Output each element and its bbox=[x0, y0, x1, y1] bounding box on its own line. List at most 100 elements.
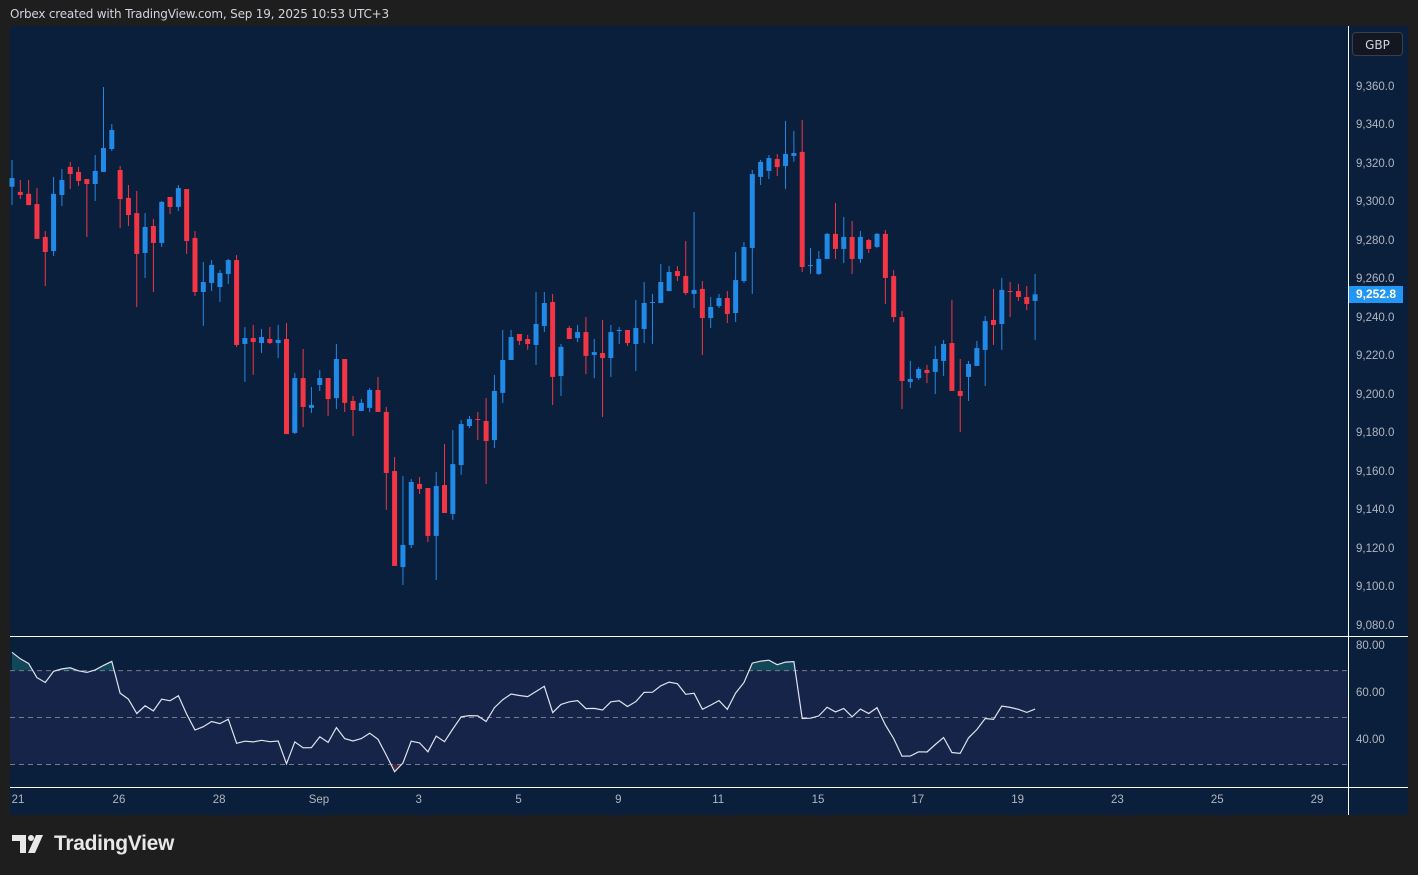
candle-down bbox=[949, 299, 955, 391]
candle-down bbox=[342, 359, 348, 412]
time-tick-label: Sep bbox=[308, 794, 330, 806]
candle-body bbox=[125, 197, 131, 216]
candle-up bbox=[783, 120, 789, 190]
candle-body bbox=[17, 191, 23, 196]
candle-up bbox=[666, 266, 672, 292]
candle-down bbox=[425, 487, 431, 543]
candle-down bbox=[34, 188, 40, 239]
candle-body bbox=[990, 319, 996, 325]
candle-body bbox=[51, 193, 57, 252]
candle-down bbox=[250, 324, 256, 375]
candle-body bbox=[59, 179, 65, 196]
candle-down bbox=[525, 334, 531, 350]
candle-down bbox=[300, 348, 306, 427]
candle-body bbox=[34, 204, 40, 239]
candle-body bbox=[658, 282, 664, 303]
candle-up bbox=[491, 374, 497, 448]
candle-up bbox=[109, 123, 115, 151]
candle-down bbox=[167, 196, 173, 215]
price-tick-label: 9,080.0 bbox=[1356, 619, 1395, 632]
candle-body bbox=[591, 352, 597, 355]
candle-body bbox=[741, 246, 747, 282]
candle-down bbox=[550, 293, 556, 406]
candle-down bbox=[683, 241, 689, 296]
candle-body bbox=[799, 151, 805, 267]
candle-body bbox=[625, 329, 631, 344]
candles-layer bbox=[9, 87, 1038, 585]
candle-body bbox=[292, 378, 298, 433]
rsi-tick-label: 60.00 bbox=[1356, 687, 1385, 700]
candle-up bbox=[733, 251, 739, 323]
candle-up bbox=[175, 184, 181, 211]
candle-body bbox=[433, 486, 439, 536]
candle-up bbox=[966, 360, 972, 401]
candle-body bbox=[1024, 297, 1030, 304]
candle-up bbox=[658, 263, 664, 303]
candle-down bbox=[882, 230, 888, 304]
time-tick-label: 9 bbox=[615, 794, 622, 806]
candle-body bbox=[466, 419, 472, 426]
candle-up bbox=[400, 476, 406, 585]
time-tick-label: 11 bbox=[712, 794, 725, 806]
candle-body bbox=[816, 258, 822, 274]
candle-down bbox=[832, 202, 838, 259]
candle-up bbox=[649, 293, 655, 344]
candle-up bbox=[824, 232, 830, 259]
candle-body bbox=[758, 161, 764, 177]
rsi-overbought-fill bbox=[11, 652, 1036, 671]
candle-down bbox=[84, 179, 90, 237]
price-tick-label: 9,100.0 bbox=[1356, 581, 1395, 594]
candle-down bbox=[724, 291, 730, 324]
candle-up bbox=[92, 154, 98, 201]
candle-body bbox=[9, 178, 15, 187]
candle-down bbox=[134, 190, 140, 308]
candle-up bbox=[758, 159, 764, 185]
candle-body bbox=[550, 302, 556, 377]
candle-body bbox=[699, 288, 705, 319]
candle-up bbox=[575, 324, 581, 343]
candle-up bbox=[317, 369, 323, 391]
candle-up bbox=[458, 420, 464, 475]
candle-up bbox=[932, 345, 938, 395]
candle-body bbox=[674, 271, 680, 277]
time-tick-label: 29 bbox=[1310, 794, 1324, 806]
candle-down bbox=[475, 411, 481, 441]
candle-up bbox=[225, 258, 231, 284]
candle-body bbox=[308, 405, 314, 408]
candle-body bbox=[450, 464, 456, 514]
candle-up bbox=[982, 316, 988, 386]
candle-body bbox=[26, 193, 32, 206]
candle-up bbox=[200, 261, 206, 326]
candle-body bbox=[941, 343, 947, 361]
tradingview-logo[interactable]: TradingView bbox=[12, 832, 174, 856]
currency-badge[interactable]: GBP bbox=[1352, 32, 1403, 56]
candle-body bbox=[533, 323, 539, 345]
candle-body bbox=[367, 389, 373, 408]
tradingview-logo-text: TradingView bbox=[54, 832, 175, 855]
last-price-label: 9,252.8 bbox=[1349, 285, 1403, 303]
candle-body bbox=[641, 302, 647, 329]
candle-body bbox=[142, 226, 148, 253]
candle-up bbox=[466, 415, 472, 428]
candle-body bbox=[957, 390, 963, 396]
candle-up bbox=[450, 430, 456, 520]
candle-body bbox=[966, 364, 972, 377]
candle-down bbox=[957, 359, 963, 432]
candle-up bbox=[259, 328, 265, 354]
candle-body bbox=[633, 328, 639, 344]
candle-body bbox=[383, 411, 389, 473]
candle-up bbox=[808, 247, 814, 274]
candle-body bbox=[117, 169, 123, 200]
candle-body bbox=[242, 338, 248, 344]
candle-body bbox=[666, 272, 672, 292]
candle-down bbox=[1007, 282, 1013, 318]
candle-body bbox=[442, 485, 448, 513]
candle-body bbox=[924, 369, 930, 374]
candle-down bbox=[625, 329, 631, 346]
candle-up bbox=[641, 282, 647, 344]
price-tick-label: 9,260.0 bbox=[1356, 273, 1395, 286]
candle-down bbox=[234, 255, 240, 348]
candle-down bbox=[891, 270, 897, 323]
candle-body bbox=[832, 233, 838, 249]
